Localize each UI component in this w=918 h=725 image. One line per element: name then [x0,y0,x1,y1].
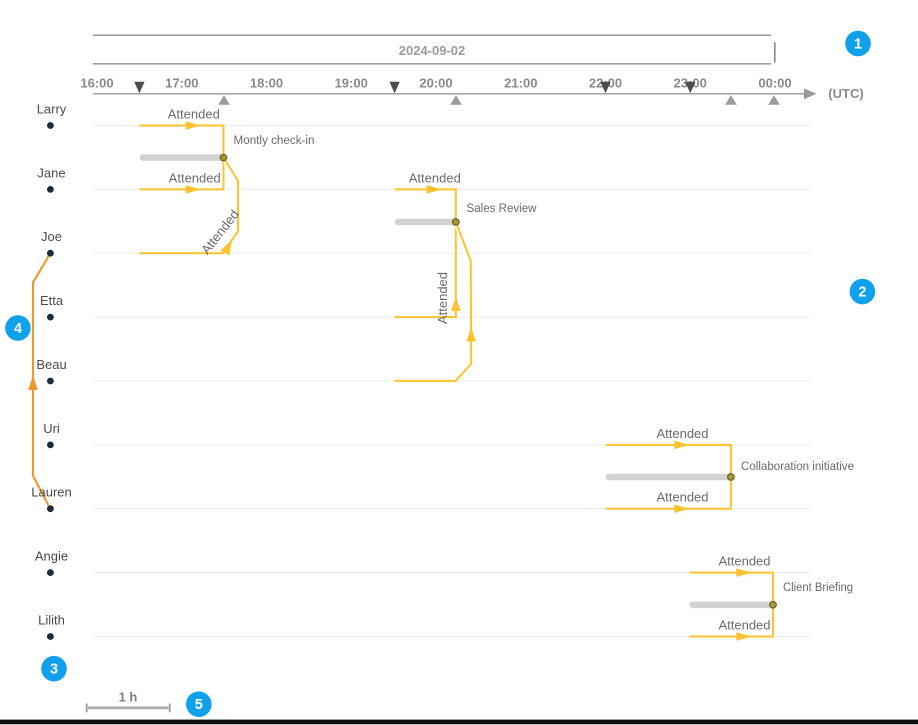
svg-text:1: 1 [854,37,862,53]
svg-text:Uri: Uri [43,421,60,436]
svg-text:Attended: Attended [169,170,221,185]
svg-text:1 h: 1 h [119,690,138,705]
svg-text:3: 3 [50,662,58,678]
svg-text:Attended: Attended [718,618,770,633]
svg-text:2: 2 [858,285,866,301]
svg-text:Beau: Beau [36,357,66,372]
svg-text:Sales Review: Sales Review [467,201,537,215]
svg-text:Client Briefing: Client Briefing [783,580,853,594]
svg-text:Attended: Attended [409,170,461,185]
svg-text:19:00: 19:00 [335,76,368,91]
svg-text:Larry: Larry [37,102,67,117]
svg-text:Attended: Attended [435,272,450,324]
svg-text:Joe: Joe [41,229,62,244]
svg-text:Montly check-in: Montly check-in [234,133,315,147]
svg-text:Attended: Attended [718,554,770,569]
svg-text:Angie: Angie [35,549,68,564]
svg-text:(UTC): (UTC) [828,86,863,101]
svg-text:16:00: 16:00 [80,76,113,91]
svg-text:20:00: 20:00 [419,76,452,91]
svg-text:Jane: Jane [37,165,65,180]
svg-text:Attended: Attended [656,490,708,505]
svg-text:Lilith: Lilith [38,613,65,628]
svg-text:5: 5 [195,697,203,713]
svg-text:00:00: 00:00 [758,76,791,91]
svg-text:Etta: Etta [40,293,64,308]
svg-text:21:00: 21:00 [504,76,537,91]
svg-text:18:00: 18:00 [250,76,283,91]
svg-text:4: 4 [14,321,22,337]
svg-text:2024-09-02: 2024-09-02 [399,43,466,58]
svg-text:Attended: Attended [656,426,708,441]
svg-text:Lauren: Lauren [31,485,71,500]
svg-text:17:00: 17:00 [165,76,198,91]
svg-text:Attended: Attended [168,107,220,122]
svg-text:Collaboration initiative: Collaboration initiative [741,459,854,473]
